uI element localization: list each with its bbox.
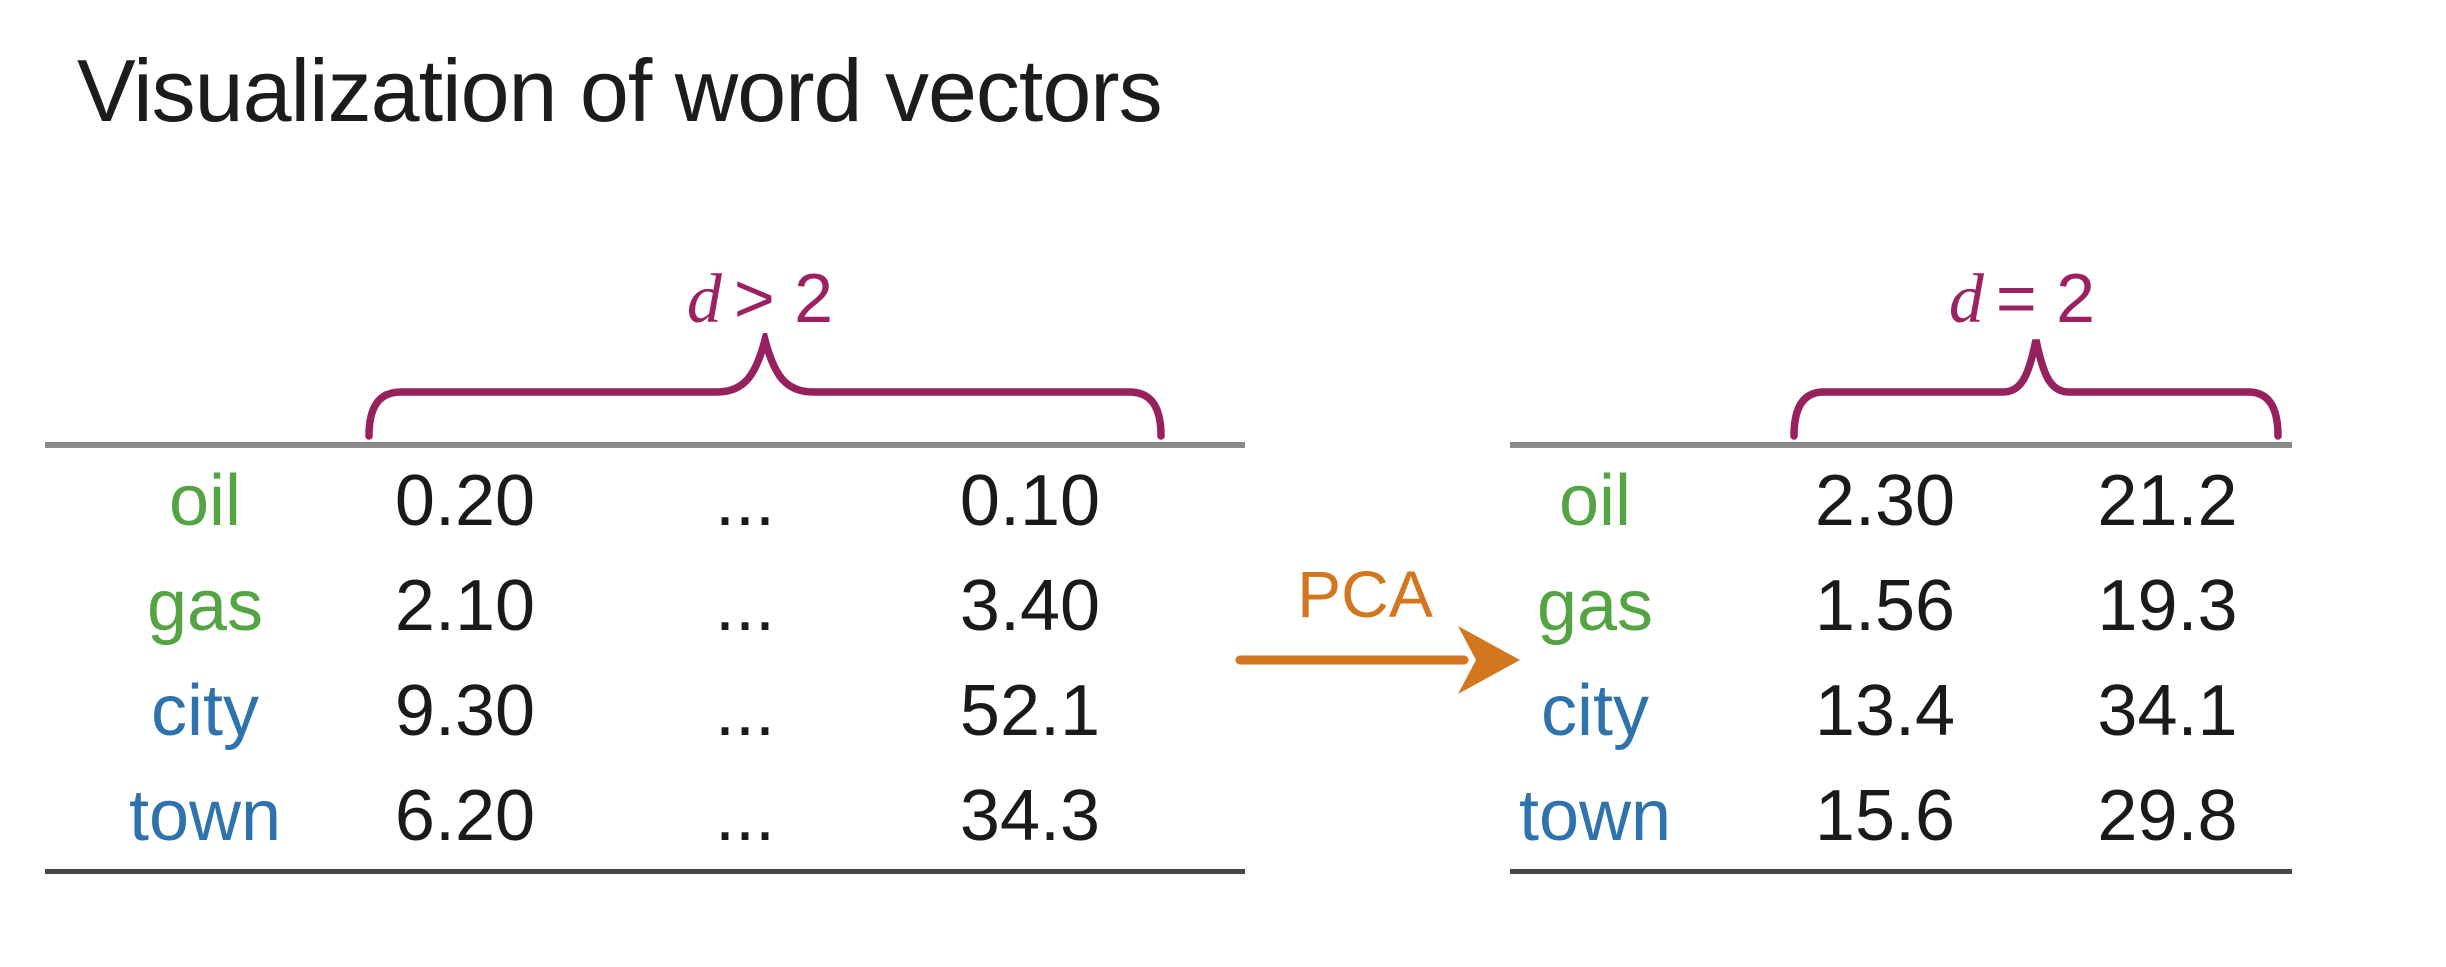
value-text: 13.4 — [1814, 671, 1956, 752]
ellipsis-text: ... — [714, 565, 775, 646]
value-text: 0.10 — [959, 460, 1101, 541]
value-text: 15.6 — [1814, 776, 1956, 857]
dimension-label-left: d > 2 — [610, 258, 910, 340]
value-cell: 21.2 — [2090, 448, 2245, 553]
value-text: 0.20 — [394, 460, 536, 541]
word-label: town — [45, 764, 365, 869]
word-label: city — [1510, 659, 1680, 764]
right-word-vector-table: oil 2.30 21.2 gas 1.56 19.3 city 13.4 34… — [1510, 448, 2245, 869]
word-label: oil — [1510, 448, 1680, 553]
word-text: oil — [168, 460, 242, 541]
dimension-relation: > 2 — [733, 259, 834, 337]
dimension-symbol: d — [686, 261, 722, 338]
ellipsis-text: ... — [714, 460, 775, 541]
dimension-relation: = 2 — [1995, 259, 2096, 337]
word-label: city — [45, 659, 365, 764]
right-table-top-rule — [1510, 442, 2292, 448]
value-cell: 9.30 — [365, 659, 565, 764]
value-cell: 19.3 — [2090, 553, 2245, 658]
dimension-symbol: d — [1948, 261, 1984, 338]
value-cell: 0.20 — [365, 448, 565, 553]
right-table-bottom-rule — [1510, 869, 2292, 874]
pca-label: PCA — [1297, 557, 1433, 631]
value-cell: 6.20 — [365, 764, 565, 869]
value-text: 29.8 — [2097, 776, 2238, 857]
word-text: city — [1541, 671, 1649, 752]
word-text: oil — [1558, 460, 1632, 541]
value-text: 3.40 — [959, 565, 1101, 646]
ellipsis-text: ... — [714, 671, 775, 752]
left-table-bottom-rule — [45, 869, 1245, 874]
word-text: gas — [146, 565, 264, 646]
value-text: 2.30 — [1814, 460, 1956, 541]
left-table-top-rule — [45, 442, 1245, 448]
ellipsis-cell: ... — [565, 553, 925, 658]
word-text: gas — [1536, 565, 1654, 646]
value-text: 21.2 — [2097, 460, 2238, 541]
pca-arrow-icon — [1235, 626, 1520, 694]
ellipsis-cell: ... — [565, 448, 925, 553]
curly-brace-left — [365, 333, 1165, 440]
ellipsis-text: ... — [714, 776, 775, 857]
value-text: 34.3 — [959, 776, 1101, 857]
value-text: 1.56 — [1814, 565, 1956, 646]
value-text: 9.30 — [394, 671, 536, 752]
value-cell: 3.40 — [925, 553, 1135, 658]
ellipsis-cell: ... — [565, 764, 925, 869]
ellipsis-cell: ... — [565, 659, 925, 764]
value-cell: 0.10 — [925, 448, 1135, 553]
word-text: town — [1518, 776, 1672, 857]
value-cell: 15.6 — [1680, 764, 2090, 869]
value-cell: 2.30 — [1680, 448, 2090, 553]
value-text: 52.1 — [959, 671, 1101, 752]
value-cell: 34.3 — [925, 764, 1135, 869]
word-label: oil — [45, 448, 365, 553]
value-text: 34.1 — [2097, 671, 2238, 752]
left-word-vector-table: oil 0.20 ... 0.10 gas 2.10 ... 3.40 city… — [45, 448, 1135, 869]
dimension-label-right: d = 2 — [1872, 258, 2172, 340]
word-text: city — [151, 671, 259, 752]
value-text: 2.10 — [394, 565, 536, 646]
curly-brace-right — [1790, 339, 2282, 440]
word-text: town — [128, 776, 282, 857]
value-cell: 13.4 — [1680, 659, 2090, 764]
word-label: town — [1510, 764, 1680, 869]
value-cell: 1.56 — [1680, 553, 2090, 658]
word-label: gas — [45, 553, 365, 658]
value-text: 6.20 — [394, 776, 536, 857]
word-label: gas — [1510, 553, 1680, 658]
value-cell: 29.8 — [2090, 764, 2245, 869]
value-cell: 52.1 — [925, 659, 1135, 764]
value-cell: 2.10 — [365, 553, 565, 658]
slide-title: Visualization of word vectors — [77, 41, 1163, 140]
value-cell: 34.1 — [2090, 659, 2245, 764]
value-text: 19.3 — [2097, 565, 2238, 646]
